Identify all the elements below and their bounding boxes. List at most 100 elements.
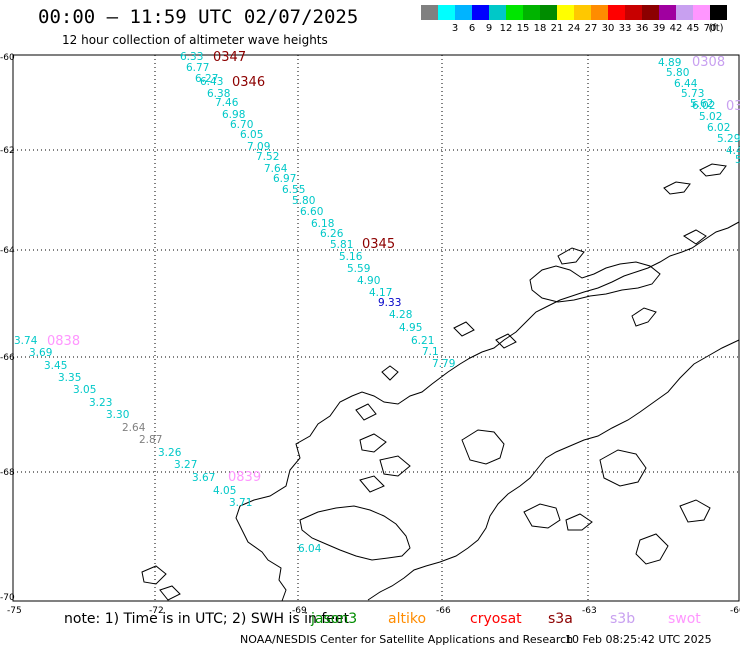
- wave-height-value: 4.28: [389, 309, 412, 321]
- wave-height-value: 4.05: [213, 485, 236, 497]
- legend-swatch: [710, 5, 727, 20]
- wave-height-value: 5.73: [681, 88, 704, 100]
- legend-swatch: [693, 5, 710, 20]
- pass-time-label: 0839: [228, 470, 261, 485]
- satellite-label-jason3: jason3: [311, 611, 358, 627]
- wave-height-value: 3.45: [44, 360, 67, 372]
- longitude-label: -69: [292, 606, 307, 616]
- wave-height-value: 7.1: [422, 346, 439, 358]
- legend-swatch: [574, 5, 591, 20]
- legend-swatch: [421, 5, 438, 20]
- legend-label: 3: [451, 23, 459, 34]
- legend-label: 39: [652, 23, 666, 34]
- legend-label: 70: [703, 23, 717, 34]
- legend-label: 12: [499, 23, 513, 34]
- wave-height-value: 6.05: [240, 129, 263, 141]
- legend-label: 15: [516, 23, 530, 34]
- pass-time-label: 0308: [692, 55, 725, 70]
- wave-height-value: 6.44: [674, 78, 698, 90]
- wave-height-value: 7.64: [264, 163, 288, 175]
- pass-time-label: 03: [726, 99, 740, 114]
- wave-height-value: 5.80: [666, 67, 689, 79]
- wave-height-value: 3.35: [58, 372, 81, 384]
- wave-height-value: 7.46: [215, 97, 239, 109]
- satellite-label-altiko: altiko: [388, 611, 427, 627]
- wave-height-value: 5.02: [699, 111, 722, 123]
- generation-timestamp: 10 Feb 08:25:42 UTC 2025: [565, 633, 712, 646]
- pass-time-label: 0838: [47, 334, 80, 349]
- wave-height-value: 4.90: [357, 275, 380, 287]
- wave-height-value: 5.62: [690, 98, 713, 110]
- longitude-label: -72: [149, 606, 164, 616]
- legend-swatch: [625, 5, 642, 20]
- wave-height-value: 2.64: [122, 422, 146, 434]
- wave-height-value: 6.55: [282, 184, 305, 196]
- wave-height-value: 6.43: [200, 76, 223, 88]
- wave-height-value: 7.79: [432, 358, 455, 370]
- wave-height-value: 4.89: [658, 57, 681, 69]
- wave-height-value: 3.71: [229, 497, 252, 509]
- legend-swatch: [523, 5, 540, 20]
- map-subtitle: 12 hour collection of altimeter wave hei…: [62, 33, 328, 47]
- legend-swatch: [557, 5, 574, 20]
- map-title: 00:00 – 11:59 UTC 02/07/2025: [38, 6, 359, 28]
- legend-label: 45: [686, 23, 700, 34]
- wave-height-value: 6.02: [707, 122, 730, 134]
- wave-height-value: 6.98: [222, 109, 245, 121]
- longitude-label: -75: [7, 606, 22, 616]
- map-frame: [12, 54, 740, 602]
- wave-height-value: 3.30: [106, 409, 129, 421]
- wave-height-value: 4.17: [369, 287, 392, 299]
- satellite-label-s3a: s3a: [548, 611, 573, 627]
- latitude-label: -70: [0, 593, 15, 603]
- wave-height-value: 3.67: [192, 472, 215, 484]
- latitude-label: -62: [0, 146, 15, 156]
- wave-height-value: 4.4: [726, 145, 740, 157]
- wave-height-value: 6.27: [195, 73, 218, 85]
- wave-height-value: 3.69: [29, 347, 52, 359]
- longitude-label: -63: [582, 606, 597, 616]
- wave-height-value: 7.09: [247, 141, 270, 153]
- satellite-label-s3b: s3b: [610, 611, 636, 627]
- wave-height-value: 6.02: [692, 100, 715, 112]
- wave-height-value: 6.77: [186, 62, 209, 74]
- legend-label: 6: [468, 23, 476, 34]
- longitude-label: -60: [730, 606, 740, 616]
- wave-height-value: 6.97: [273, 173, 296, 185]
- graticule: -60 -62 -64 -66 -68 -70 -75 -72 -69 -66 -63 -60: [0, 53, 740, 616]
- note-text: note: 1) Time is in UTC; 2) SWH is in fe…: [64, 611, 350, 627]
- legend-label: 36: [635, 23, 649, 34]
- legend-swatch: [506, 5, 523, 20]
- latitude-label: -66: [0, 353, 15, 363]
- wave-height-value: 5.16: [339, 251, 363, 263]
- pass-time-label: 0346: [232, 75, 265, 90]
- legend-label: 9: [485, 23, 493, 34]
- wave-height-value: 6.70: [230, 119, 253, 131]
- wave-height-value: 4.95: [399, 322, 422, 334]
- satellite-label-cryosat: cryosat: [470, 611, 522, 627]
- wave-height-value: 3.74: [14, 335, 38, 347]
- legend-swatch: [608, 5, 625, 20]
- legend-swatch: [540, 5, 557, 20]
- credit-line: NOAA/NESDIS Center for Satellite Applica…: [240, 633, 574, 646]
- legend-label: 30: [601, 23, 615, 34]
- legend-label: 33: [618, 23, 632, 34]
- legend-swatch: [676, 5, 693, 20]
- legend-label: 27: [584, 23, 598, 34]
- wave-height-value: 6.21: [411, 335, 434, 347]
- wave-height-value: 3.27: [174, 459, 197, 471]
- wave-height-value: 3.05: [73, 384, 96, 396]
- altimeter-tracks: 6.336.776.276.436.387.466.986.706.057.09…: [14, 50, 740, 555]
- wave-height-value: 6.26: [320, 228, 344, 240]
- legend-swatch: [642, 5, 659, 20]
- legend-label: 18: [533, 23, 547, 34]
- wave-height-value: 6.38: [207, 88, 230, 100]
- coastline: [141, 163, 740, 602]
- wave-height-value: 5.29: [717, 133, 740, 145]
- latitude-label: -64: [0, 246, 15, 256]
- legend-label: 24: [567, 23, 581, 34]
- wave-height-value: 2.87: [139, 434, 162, 446]
- legend-swatch: [438, 5, 455, 20]
- satellite-label-swot: swot: [668, 611, 701, 627]
- pass-time-label: 0347: [213, 50, 246, 65]
